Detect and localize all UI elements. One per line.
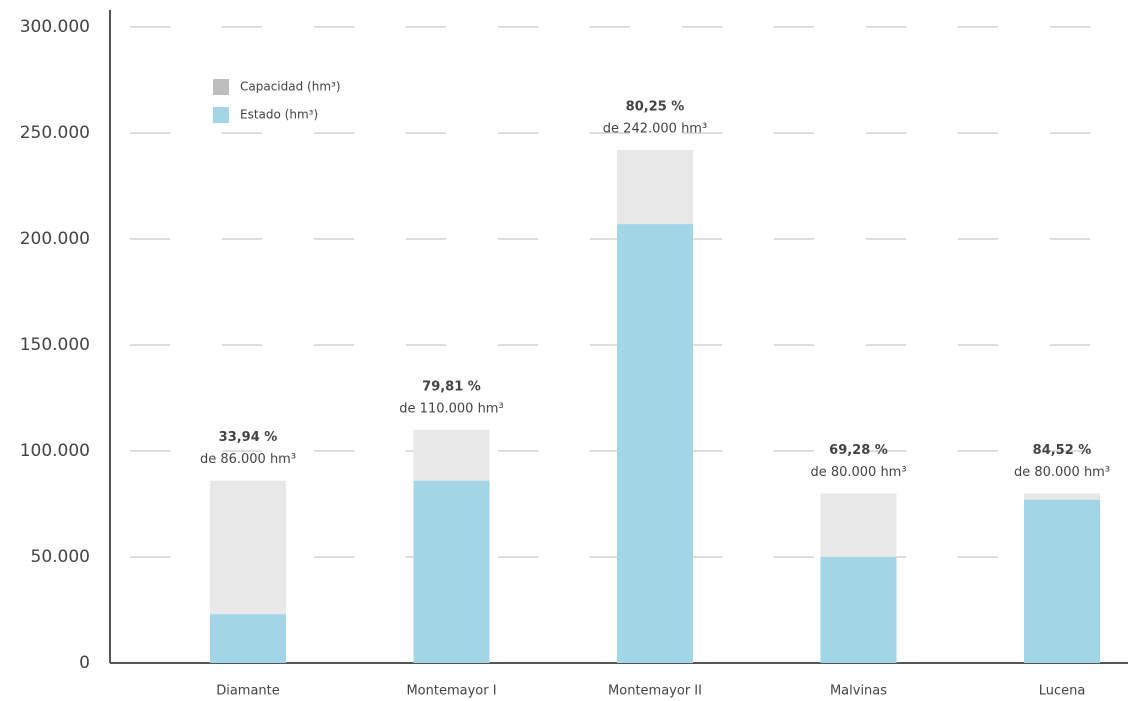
y-tick-label: 0 (79, 653, 90, 673)
legend-label: Capacidad (hm³) (240, 80, 341, 94)
value-label: de 80.000 hm³ (1014, 465, 1110, 480)
percent-label: 84,52 % (1033, 443, 1092, 458)
value-label: de 86.000 hm³ (200, 452, 296, 467)
legend-swatch (213, 79, 229, 95)
bar (210, 614, 286, 663)
legend-swatch (213, 107, 229, 123)
x-tick-label: Malvinas (830, 684, 887, 699)
percent-label: 33,94 % (219, 430, 278, 445)
value-label: de 242.000 hm³ (603, 121, 707, 136)
y-tick-label: 150.000 (20, 335, 90, 355)
value-label: de 110.000 hm³ (399, 401, 503, 416)
x-tick-label: Montemayor I (406, 684, 496, 699)
percent-label: 80,25 % (626, 99, 685, 114)
legend-label: Estado (hm³) (240, 108, 318, 122)
y-tick-label: 300.000 (20, 17, 90, 37)
y-tick-label: 50.000 (31, 547, 90, 567)
x-tick-label: Diamante (216, 684, 280, 699)
bar (617, 224, 693, 663)
x-tick-label: Lucena (1039, 684, 1086, 699)
percent-label: 79,81 % (422, 379, 481, 394)
y-tick-label: 200.000 (20, 229, 90, 249)
bar (413, 480, 490, 663)
x-tick-label: Montemayor II (608, 684, 702, 699)
y-tick-label: 250.000 (20, 123, 90, 143)
bar (820, 557, 897, 663)
value-label: de 80.000 hm³ (810, 465, 906, 480)
y-tick-label: 100.000 (20, 441, 90, 461)
percent-label: 69,28 % (829, 443, 888, 458)
bar (1024, 499, 1100, 663)
